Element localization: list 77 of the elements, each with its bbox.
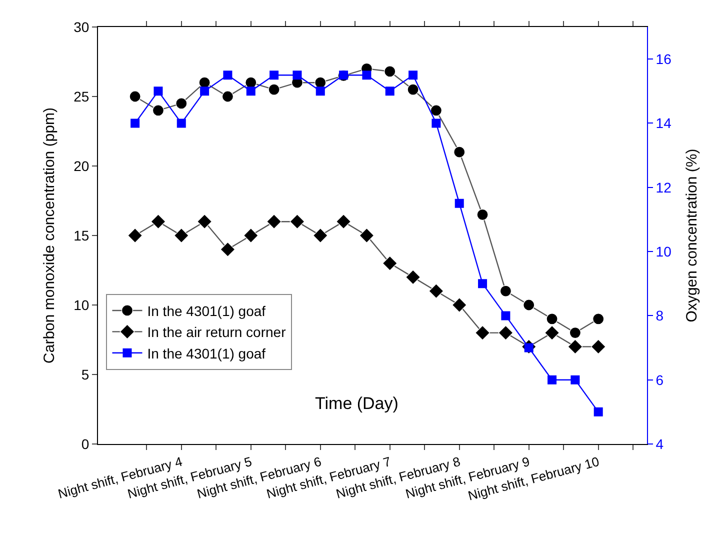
point xyxy=(176,118,186,128)
y2-tick-label: 10 xyxy=(656,243,672,260)
point xyxy=(270,70,279,80)
legend-label: In the 4301(1) goaf xyxy=(147,345,266,362)
point xyxy=(312,228,328,243)
point xyxy=(569,327,581,339)
point xyxy=(243,228,258,243)
point xyxy=(546,313,558,325)
y2-tick-label: 14 xyxy=(656,115,672,132)
point xyxy=(454,146,466,158)
point xyxy=(407,84,419,96)
legend-label: In the 4301(1) goaf xyxy=(147,302,266,319)
x-axis-title: Time (Day) xyxy=(315,394,398,413)
point xyxy=(523,299,535,311)
point xyxy=(594,407,603,416)
point xyxy=(128,228,143,243)
point xyxy=(406,270,420,285)
point xyxy=(198,76,210,88)
point xyxy=(197,214,212,230)
point xyxy=(568,339,583,354)
y2-tick-label: 16 xyxy=(656,50,672,67)
point xyxy=(478,279,488,288)
y-tick-label: 15 xyxy=(74,227,90,244)
y2-tick-label: 12 xyxy=(656,179,672,196)
y-tick-label: 30 xyxy=(74,18,90,35)
point xyxy=(430,104,442,116)
legend-label: In the air return corner xyxy=(147,324,286,340)
point xyxy=(150,214,166,230)
point xyxy=(432,118,441,128)
point xyxy=(245,76,257,88)
point xyxy=(130,118,140,128)
point xyxy=(154,86,163,96)
point xyxy=(220,242,236,257)
point xyxy=(498,325,514,340)
point xyxy=(385,86,394,96)
point xyxy=(129,90,141,102)
point xyxy=(316,86,325,96)
point xyxy=(290,214,305,230)
point xyxy=(359,228,374,243)
point xyxy=(544,325,560,340)
point xyxy=(428,284,444,299)
point xyxy=(570,375,580,384)
point xyxy=(592,313,604,325)
point xyxy=(268,84,280,96)
point xyxy=(501,311,510,320)
y2-tick-label: 4 xyxy=(656,436,664,452)
y-tick-label: 25 xyxy=(74,88,90,104)
point xyxy=(223,70,232,80)
point xyxy=(454,198,464,208)
point xyxy=(174,228,189,243)
y-tick-label: 20 xyxy=(74,158,90,174)
point xyxy=(452,298,467,312)
point xyxy=(292,70,302,80)
point xyxy=(222,90,234,102)
point xyxy=(152,104,164,116)
point xyxy=(384,66,396,78)
point xyxy=(336,214,351,230)
y-tick-label: 5 xyxy=(81,366,90,382)
point xyxy=(475,325,490,340)
point xyxy=(548,375,557,384)
y-tick-label: 10 xyxy=(74,296,90,313)
point xyxy=(590,339,606,354)
point xyxy=(200,86,210,96)
point xyxy=(500,285,512,297)
y-tick-label: 0 xyxy=(81,436,90,452)
point xyxy=(246,86,256,96)
point xyxy=(476,208,488,220)
point xyxy=(314,76,326,88)
point xyxy=(266,214,282,230)
point xyxy=(362,70,372,80)
y-axis-title: Carbon monoxide concentration (ppm) xyxy=(40,108,58,364)
y2-axis-title: Oxygen concentration (%) xyxy=(684,148,701,322)
y2-tick-label: 8 xyxy=(656,308,664,324)
point xyxy=(176,98,188,110)
y2-tick-label: 6 xyxy=(656,372,664,388)
point xyxy=(408,70,418,80)
point xyxy=(382,256,398,271)
